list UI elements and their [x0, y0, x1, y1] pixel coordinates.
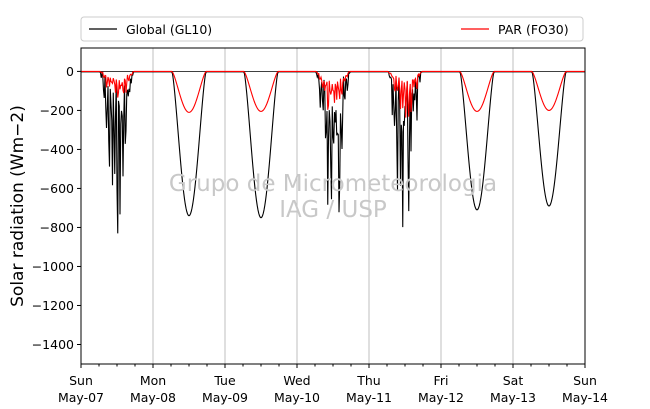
x-tick-label-date: May-10	[274, 390, 320, 405]
x-tick-label-date: May-08	[130, 390, 176, 405]
x-tick-label-day: Sun	[69, 373, 93, 388]
x-tick-label-date: May-13	[490, 390, 536, 405]
x-tick-label-day: Fri	[434, 373, 449, 388]
y-tick-label: −1200	[32, 298, 74, 313]
watermark-line-1: Grupo de Micrometeorologia	[169, 171, 497, 197]
x-tick-label-day: Tue	[213, 373, 236, 388]
y-tick-label: 0	[66, 64, 74, 79]
watermark-line-2: IAG / USP	[279, 197, 387, 223]
y-axis: 0 −200 −400 −600 −800 −1000 −1200 −1400	[32, 64, 81, 352]
y-tick-label: −800	[40, 220, 74, 235]
x-tick-label-day: Sun	[573, 373, 597, 388]
y-tick-label: −1400	[32, 337, 74, 352]
legend: Global (GL10) PAR (FO30)	[80, 16, 584, 42]
x-tick-label-date: May-07	[58, 390, 104, 405]
y-tick-label: −1000	[32, 259, 74, 274]
y-axis-title: Solar radiation (Wm−2)	[8, 105, 28, 307]
series-line-par	[81, 70, 585, 118]
x-tick-label-date: May-14	[562, 390, 608, 405]
x-tick-label-day: Thu	[356, 373, 380, 388]
x-tick-label-day: Sat	[503, 373, 524, 388]
x-tick-label-day: Mon	[140, 373, 166, 388]
plot-series	[81, 70, 586, 234]
y-tick-label: −600	[40, 181, 74, 196]
x-axis: Sun May-07 Mon May-08 Tue May-09 Wed May-10 Thu M…	[58, 364, 608, 405]
x-tick-label-date: May-12	[418, 390, 464, 405]
legend-box	[80, 16, 584, 42]
watermark: Grupo de Micrometeorologia IAG / USP	[169, 171, 497, 223]
legend-label-par: PAR (FO30)	[498, 22, 569, 37]
legend-label-global: Global (GL10)	[126, 22, 212, 37]
y-tick-label: −200	[40, 103, 74, 118]
x-tick-label-day: Wed	[283, 373, 310, 388]
y-tick-label: −400	[40, 142, 74, 157]
x-tick-label-date: May-09	[202, 390, 248, 405]
x-tick-label-date: May-11	[346, 390, 392, 405]
